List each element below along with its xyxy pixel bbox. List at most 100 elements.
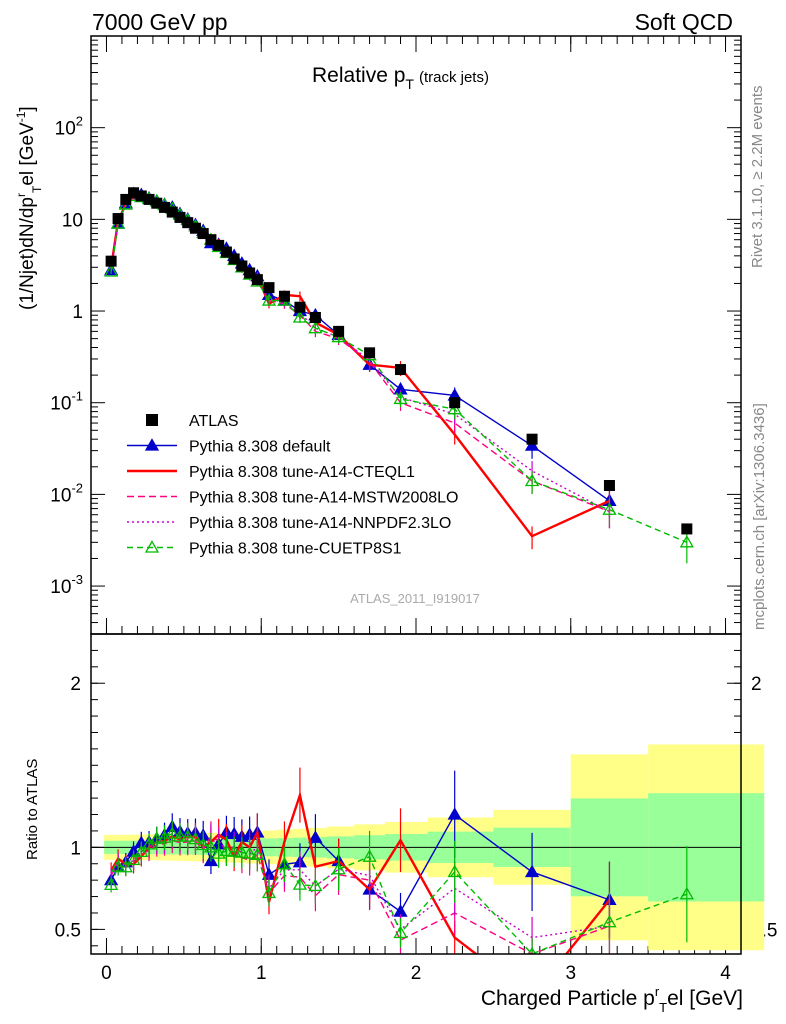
side-label-mcplots: mcplots.cern.ch [arXiv:1306.3436] bbox=[751, 403, 768, 630]
ratio-series-point bbox=[196, 837, 211, 851]
legend-marker bbox=[144, 438, 160, 451]
ratio-y-tick-label: 1 bbox=[70, 838, 81, 859]
legend: ATLAS Pythia 8.308 default Pythia 8.308 tu… bbox=[127, 413, 458, 558]
legend-label: Pythia 8.308 tune-A14-NNPDF2.3LO bbox=[189, 515, 451, 532]
ratio-series-point bbox=[331, 861, 346, 875]
x-tick-label: 4 bbox=[720, 963, 731, 984]
main-y-tick-label: 1 bbox=[72, 302, 83, 323]
ratio-series-point bbox=[393, 925, 408, 939]
main-y-tick-label: 102 bbox=[55, 114, 83, 140]
main-series-point bbox=[679, 535, 694, 548]
header-right: Soft QCD bbox=[635, 9, 733, 35]
ratio-series-line bbox=[110, 835, 610, 954]
main-series-point bbox=[103, 264, 119, 277]
ratio-series-point bbox=[242, 846, 257, 859]
atlas-data-point bbox=[309, 312, 321, 324]
ratio-series-point bbox=[172, 829, 188, 842]
legend-label: Pythia 8.308 tune-A14-CTEQL1 bbox=[189, 464, 415, 481]
atlas-data-point bbox=[333, 325, 345, 337]
atlas-data-point bbox=[220, 246, 232, 258]
atlas-data-point bbox=[174, 211, 186, 223]
atlas-data-point bbox=[197, 228, 209, 240]
main-y-tick-label: 10 bbox=[62, 210, 83, 231]
main-series-point bbox=[393, 391, 408, 405]
atlas-data-point bbox=[364, 347, 376, 359]
main-series-point bbox=[261, 293, 277, 306]
atlas-data-point bbox=[112, 213, 124, 225]
main-y-axis-label: (1/Njet)dN/dprTel [GeV-1] bbox=[14, 106, 44, 310]
ratio-y-tick-label-right: 2 bbox=[751, 674, 762, 695]
ratio-series-point bbox=[308, 878, 323, 892]
ratio-series-line bbox=[110, 834, 610, 939]
atlas-data-point bbox=[120, 193, 132, 205]
ratio-y-tick-label: 0.5 bbox=[55, 920, 81, 941]
atlas-data-point bbox=[205, 234, 217, 246]
main-y-tick-label: 10-1 bbox=[50, 389, 83, 415]
legend-marker bbox=[146, 414, 158, 426]
main-series-point bbox=[524, 473, 540, 487]
main-series-point bbox=[308, 320, 323, 334]
atlas-data-point bbox=[236, 260, 248, 272]
ratio-series-point bbox=[118, 859, 133, 873]
ratio-series-point bbox=[250, 847, 265, 860]
ratio-series-point bbox=[203, 840, 219, 853]
main-y-tick-label: 10-3 bbox=[50, 572, 83, 598]
x-tick-label: 3 bbox=[565, 963, 576, 984]
atlas-data-point bbox=[294, 301, 306, 313]
main-series-line bbox=[110, 193, 610, 502]
x-tick-label: 2 bbox=[411, 963, 422, 984]
ratio-series-point bbox=[110, 859, 126, 872]
atlas-data-point bbox=[182, 217, 194, 229]
main-series-point bbox=[447, 401, 462, 415]
watermark: ATLAS_2011_I919017 bbox=[350, 591, 480, 606]
atlas-data-point bbox=[166, 206, 178, 218]
ratio-series-point bbox=[165, 826, 180, 839]
main-series-point bbox=[292, 310, 308, 323]
ratio-series-point bbox=[277, 856, 292, 870]
atlas-data-point bbox=[213, 239, 225, 251]
ratio-uncertainty-bands bbox=[91, 744, 765, 951]
ratio-series-point bbox=[261, 885, 277, 899]
ratio-series-point bbox=[234, 845, 250, 858]
atlas-data-point bbox=[603, 480, 615, 492]
ratio-series-point bbox=[292, 877, 308, 890]
atlas-data-point bbox=[263, 282, 275, 294]
atlas-data-point bbox=[128, 187, 140, 199]
ratio-series-point bbox=[149, 831, 164, 844]
ratio-series-point bbox=[188, 831, 203, 845]
main-plot-area bbox=[103, 186, 694, 564]
ratio-series-point bbox=[219, 843, 234, 857]
atlas-data-point bbox=[228, 253, 240, 265]
atlas-data-point bbox=[681, 523, 693, 535]
ratio-series-point bbox=[180, 829, 195, 842]
ratio-y-tick-label: 2 bbox=[70, 674, 81, 695]
x-tick-label: 1 bbox=[256, 963, 267, 984]
x-tick-label: 0 bbox=[101, 963, 112, 984]
atlas-data-point bbox=[151, 197, 163, 209]
ratio-series-point bbox=[103, 877, 119, 890]
ratio-frame bbox=[90, 633, 742, 955]
atlas-data-point bbox=[135, 190, 147, 202]
side-label-rivet: Rivet 3.1.10, ≥ 2.2M events bbox=[749, 86, 766, 269]
atlas-data-point bbox=[143, 193, 155, 205]
legend-marker bbox=[144, 540, 160, 553]
atlas-data-point bbox=[189, 222, 201, 234]
ratio-series-point bbox=[602, 914, 617, 928]
ratio-series-point bbox=[447, 807, 462, 820]
legend-label: Pythia 8.308 default bbox=[189, 439, 331, 456]
atlas-data-point bbox=[244, 267, 256, 279]
ratio-series-point bbox=[227, 844, 242, 857]
ratio-series-point bbox=[362, 849, 377, 862]
ratio-series-point bbox=[134, 844, 149, 858]
ratio-y-axis-label: Ratio to ATLAS bbox=[24, 759, 41, 860]
atlas-data-point bbox=[449, 397, 461, 409]
main-series-point bbox=[602, 502, 617, 515]
chart-title: Relative pT (track jets) bbox=[312, 64, 489, 92]
ratio-series-point bbox=[126, 852, 141, 866]
atlas-data-point bbox=[159, 201, 171, 213]
legend-label: ATLAS bbox=[189, 413, 239, 430]
x-axis-label: Charged Particle prTel [GeV] bbox=[481, 984, 743, 1015]
main-series-point bbox=[524, 438, 540, 451]
atlas-data-point bbox=[251, 274, 263, 286]
